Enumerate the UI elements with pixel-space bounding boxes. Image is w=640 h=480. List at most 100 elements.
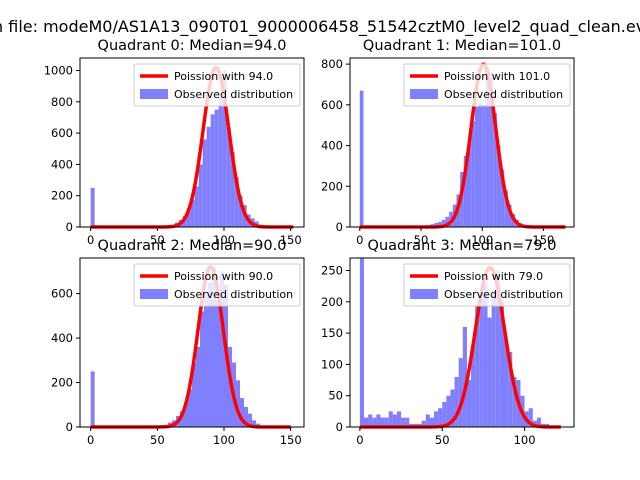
histogram-bar <box>186 208 191 227</box>
subplot-3: 0 50 100 0 50 100 150 200 250 Quadrant 3: Median=… <box>321 238 575 447</box>
histogram-bar <box>478 102 483 227</box>
legend-bar-swatch <box>140 89 168 99</box>
histogram-bar <box>460 172 464 227</box>
histogram-bar <box>445 216 450 227</box>
legend-label: Observed distribution <box>174 88 293 101</box>
x-tick-label: 100 <box>514 433 536 447</box>
y-tick-label: 0 <box>66 220 73 234</box>
histogram-bar <box>184 402 188 427</box>
histogram-bar <box>230 151 235 227</box>
y-tick-label: 150 <box>321 326 343 340</box>
y-tick-label: 600 <box>51 126 73 140</box>
y-tick-label: 50 <box>328 389 343 403</box>
legend-box <box>133 63 301 107</box>
subplot-1: 0 50 100 150 0 200 400 600 800 Quadrant 1: Median… <box>321 38 575 247</box>
histogram-bar <box>483 283 488 427</box>
histogram-bar <box>192 362 196 427</box>
y-tick-label: 800 <box>321 57 343 71</box>
histogram-bar <box>508 351 513 427</box>
legend-label: Observed distribution <box>174 288 293 301</box>
histogram-bar <box>434 411 439 427</box>
histogram-bar <box>467 141 472 227</box>
histogram-bar <box>500 169 505 227</box>
histogram-bar <box>499 301 504 427</box>
histogram-bar <box>429 417 434 427</box>
axes-frame <box>349 257 575 428</box>
y-tick-label: 600 <box>51 287 73 301</box>
y-tick-label: 400 <box>51 331 73 345</box>
histogram-bar <box>446 395 451 427</box>
histogram-bar <box>493 112 497 227</box>
x-tick-label: 50 <box>414 233 429 247</box>
histogram-bar <box>504 190 508 227</box>
histogram-bar <box>359 258 364 427</box>
legend-label: Poission with 101.0 <box>444 70 550 83</box>
histogram-bar <box>434 222 439 227</box>
subplot-2: 0 50 100 150 0 200 400 600 Quadrant 2: Median=90… <box>51 238 305 447</box>
histogram-bar <box>482 104 486 227</box>
histogram-bar <box>405 417 410 427</box>
legend-box <box>403 263 571 307</box>
y-tick-label: 200 <box>51 376 73 390</box>
histogram-bar <box>471 121 475 227</box>
legend-bar-swatch <box>410 289 438 299</box>
y-tick-label: 400 <box>321 139 343 153</box>
legend-box <box>403 63 571 107</box>
histogram-bar <box>491 289 496 427</box>
histogram-bar <box>485 68 490 227</box>
histogram-bar <box>196 346 200 427</box>
histogram-bar <box>454 376 459 427</box>
y-tick-label: 1000 <box>44 64 73 78</box>
subplot-title: Quadrant 0: Median=94.0 <box>98 38 287 54</box>
histogram-bar <box>240 398 244 427</box>
y-tick-label: 200 <box>321 179 343 193</box>
histogram-bar <box>528 408 533 427</box>
histogram-bar <box>425 414 430 427</box>
legend-label: Observed distribution <box>444 88 563 101</box>
y-tick-label: 250 <box>321 264 343 278</box>
histogram-bar <box>466 380 472 427</box>
histogram-bar <box>372 417 377 427</box>
histogram-bar <box>441 219 446 227</box>
histogram-bar <box>458 358 463 427</box>
histogram-bar <box>234 176 239 227</box>
histogram-bar <box>507 204 512 227</box>
x-tick-label: 0 <box>87 233 94 247</box>
histogram-bar <box>442 401 447 427</box>
histogram-bar <box>474 106 479 227</box>
x-tick-label: 50 <box>150 433 165 447</box>
legend-bar-swatch <box>140 289 168 299</box>
subplot-title: Quadrant 3: Median=79.0 <box>368 238 557 254</box>
histogram-bar <box>222 70 227 227</box>
x-tick-label: 100 <box>471 233 493 247</box>
histogram-bar <box>198 164 203 227</box>
histogram-bar <box>226 126 231 227</box>
histogram-bar <box>496 145 501 227</box>
histogram-bar <box>90 371 95 427</box>
histogram-bar <box>384 417 389 427</box>
y-tick-label: 600 <box>321 98 343 112</box>
histogram-bar <box>244 406 248 427</box>
histogram-bar <box>238 195 243 227</box>
histogram-bar <box>392 414 397 427</box>
histogram-bar <box>220 271 224 427</box>
histogram-bar <box>359 90 364 228</box>
legend-label: Poission with 90.0 <box>174 270 273 283</box>
histogram-bar <box>368 414 373 427</box>
histogram-bar <box>90 187 95 227</box>
histogram-bar <box>487 317 492 427</box>
histogram-bar <box>489 72 494 227</box>
histogram-bar <box>216 300 220 427</box>
legend-label: Poission with 79.0 <box>444 270 543 283</box>
histogram-bar <box>421 420 426 427</box>
x-tick-label: 0 <box>356 233 363 247</box>
y-tick-label: 200 <box>51 189 73 203</box>
histogram-bar <box>380 417 385 427</box>
x-tick-label: 50 <box>150 233 165 247</box>
axes-frame <box>79 257 305 428</box>
histogram-bar <box>214 109 219 227</box>
histogram-bar <box>495 270 500 427</box>
histogram-bar <box>376 414 381 427</box>
histogram-bar <box>438 408 443 427</box>
